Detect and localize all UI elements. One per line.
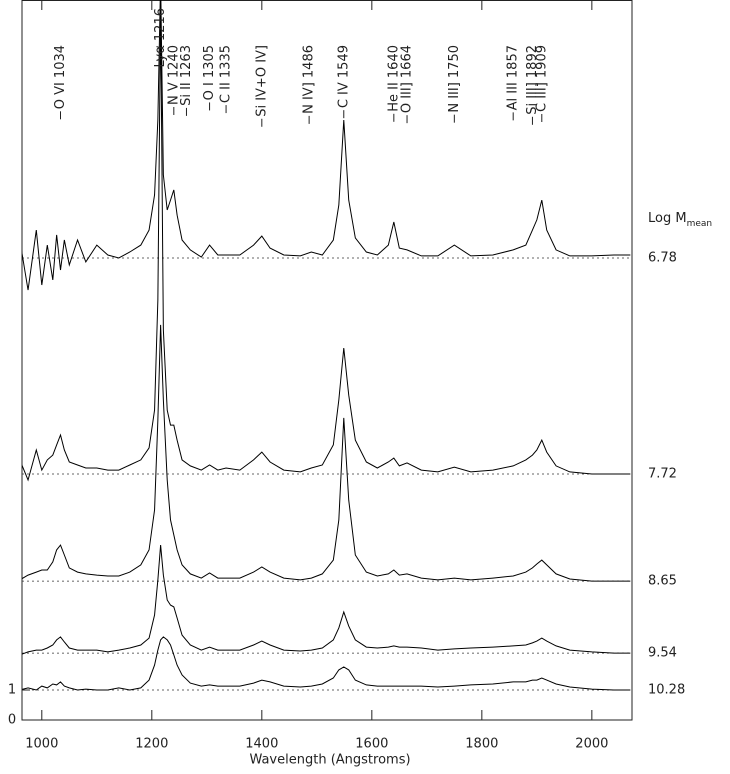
line-annotation: N V 1240 [166, 45, 181, 105]
line-annotation: N IV] 1486 [302, 45, 317, 114]
spectrum-line [22, 324, 631, 582]
line-annotation: N III] 1750 [447, 45, 462, 113]
series-label: 6.78 [648, 251, 677, 266]
line-annotation: Si II 1263 [179, 45, 194, 106]
line-annotation: C IV 1549 [336, 45, 351, 108]
spectrum-line [22, 9, 631, 482]
spectrum-line [22, 636, 631, 691]
legend-title-sub: mean [687, 219, 713, 229]
x-tick-label: 2000 [575, 737, 608, 752]
x-tick-label: 1600 [355, 737, 388, 752]
line-annotation: Si III] 1892 [525, 45, 540, 115]
series-label: 10.28 [648, 683, 685, 698]
x-axis-label: Wavelength (Angstroms) [249, 753, 410, 768]
line-annotation: Al III 1857 [506, 45, 521, 110]
spectrum-line [22, 0, 631, 291]
x-tick-label: 1400 [245, 737, 278, 752]
line-annotation: O I 1305 [202, 45, 217, 100]
plot-area [22, 0, 632, 691]
plot-frame [21, 0, 633, 721]
line-annotation: O III] 1664 [400, 45, 415, 113]
series-label: 9.54 [648, 646, 677, 661]
line-annotation: Lyα 1216 [153, 8, 168, 68]
series-label: 7.72 [648, 467, 677, 482]
line-annotation: He II 1640 [386, 45, 401, 112]
line-annotation: O VI 1034 [53, 45, 68, 109]
line-annotation: C III] 1909 [534, 45, 549, 112]
y-tick-label: 0 [8, 713, 16, 728]
legend-title-main: Log M [648, 211, 687, 226]
series-label: 8.65 [648, 574, 677, 589]
line-annotation: Si IV+O IV] [254, 45, 269, 117]
y-tick-label: 1 [8, 683, 16, 698]
line-annotation: C II 1335 [219, 45, 234, 103]
x-tick-label: 1200 [135, 737, 168, 752]
x-tick-label: 1000 [25, 737, 58, 752]
x-tick-label: 1800 [465, 737, 498, 752]
legend-title: Log Mmean [648, 211, 712, 229]
spectrum-line [22, 545, 631, 655]
